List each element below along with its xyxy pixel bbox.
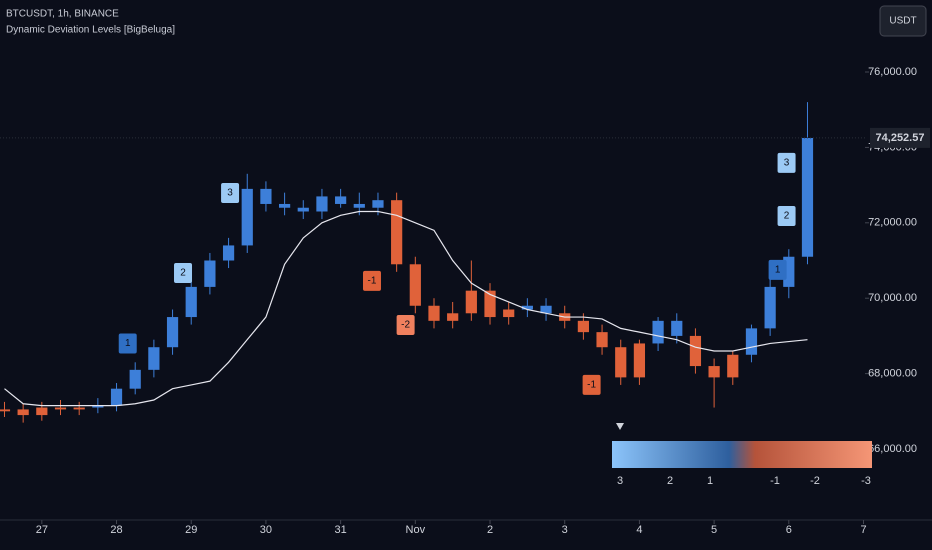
pointer xyxy=(616,423,624,430)
signal-box xyxy=(777,152,796,173)
candle-body xyxy=(465,290,477,314)
candle-body xyxy=(0,409,11,412)
candle-body xyxy=(17,409,29,416)
signal-box xyxy=(118,333,137,354)
candle-body xyxy=(129,369,141,389)
gradient-label: 1 xyxy=(707,475,713,487)
x-tick-label: 2 xyxy=(487,524,493,536)
gradient-label: 2 xyxy=(667,475,673,487)
signal-box xyxy=(777,206,796,227)
baseline xyxy=(4,210,808,407)
candle-body xyxy=(73,407,85,410)
signal-label: -2 xyxy=(401,320,410,331)
candle-body xyxy=(652,320,664,344)
candle-body xyxy=(428,305,440,321)
candle-body xyxy=(241,188,253,246)
signal-box xyxy=(396,314,415,335)
candle-body xyxy=(297,207,309,212)
candle-body xyxy=(185,286,197,318)
candle-body xyxy=(521,305,533,310)
candle-body xyxy=(222,245,235,261)
x-tick-label: 5 xyxy=(711,524,717,536)
signal-box xyxy=(174,262,193,283)
gradient-label: -1 xyxy=(770,475,780,487)
candle-body xyxy=(615,347,627,378)
gradient-label: -2 xyxy=(810,475,820,487)
candle-body xyxy=(278,203,291,208)
x-tick-label: 27 xyxy=(36,524,48,536)
candle-body xyxy=(92,405,104,408)
candle-body xyxy=(110,388,123,406)
currency-button[interactable] xyxy=(879,5,927,37)
candle-body xyxy=(372,200,384,208)
y-tick-label: 70,000.00 xyxy=(868,292,917,304)
candle-body xyxy=(148,347,160,370)
gradient-label: 3 xyxy=(617,475,623,487)
candle-body xyxy=(484,290,496,318)
signal-label: 2 xyxy=(180,268,186,279)
candle-body xyxy=(391,200,403,265)
candle-body xyxy=(745,328,758,355)
candle-body xyxy=(577,320,589,333)
candle-body xyxy=(260,188,272,204)
gradient-bar xyxy=(612,441,872,468)
symbol-header: BTCUSDT, 1h, BINANCE xyxy=(6,9,119,20)
signal-box xyxy=(582,374,601,395)
x-tick-label: 28 xyxy=(110,524,122,536)
candle-body xyxy=(689,335,702,367)
x-tick-label: 4 xyxy=(636,524,642,536)
gradient-label: -3 xyxy=(861,475,871,487)
signal-label: 1 xyxy=(125,338,131,349)
candle-body xyxy=(166,317,179,348)
signal-box xyxy=(768,259,787,280)
last-price-label: 74,252.57 xyxy=(876,132,925,144)
signal-label: 3 xyxy=(784,158,790,169)
x-tick-label: 6 xyxy=(786,524,792,536)
candle-body xyxy=(764,286,776,329)
signal-label: 3 xyxy=(227,188,233,199)
candle-body xyxy=(671,320,683,336)
signal-box xyxy=(221,183,240,204)
x-tick-label: 30 xyxy=(260,524,272,536)
candle-body xyxy=(633,343,646,378)
y-tick-label: 76,000.00 xyxy=(868,66,917,78)
candle-body xyxy=(708,366,720,378)
candle-body xyxy=(36,407,48,416)
indicator-name: Dynamic Deviation Levels [BigBeluga] xyxy=(6,25,175,36)
candle-body xyxy=(204,260,216,287)
signal-label: -1 xyxy=(368,276,377,287)
x-tick-label: 3 xyxy=(562,524,568,536)
y-tick-label: 66,000.00 xyxy=(868,443,917,455)
signal-label: -1 xyxy=(587,380,596,391)
signal-label: 2 xyxy=(784,211,790,222)
candle-body xyxy=(801,137,814,257)
candle-body xyxy=(783,256,795,287)
candle-body xyxy=(596,332,608,348)
candle-body xyxy=(503,309,515,318)
signal-box xyxy=(362,270,381,291)
candle-body xyxy=(447,313,459,321)
candle-body xyxy=(353,203,365,208)
candle-body xyxy=(54,407,67,410)
candle-body xyxy=(727,354,739,378)
y-tick-label: 72,000.00 xyxy=(868,217,917,229)
x-tick-label: 29 xyxy=(185,524,197,536)
y-tick-label: 68,000.00 xyxy=(868,368,917,380)
candle-body xyxy=(540,305,552,314)
candle-body xyxy=(335,196,347,204)
last-price-tag xyxy=(870,127,930,148)
candle-body xyxy=(409,264,421,306)
candle-body xyxy=(316,196,328,212)
x-tick-label: 31 xyxy=(334,524,346,536)
signal-label: 1 xyxy=(775,265,781,276)
currency-label[interactable]: USDT xyxy=(889,16,916,27)
x-tick-label: Nov xyxy=(406,524,426,536)
x-tick-label: 7 xyxy=(860,524,866,536)
